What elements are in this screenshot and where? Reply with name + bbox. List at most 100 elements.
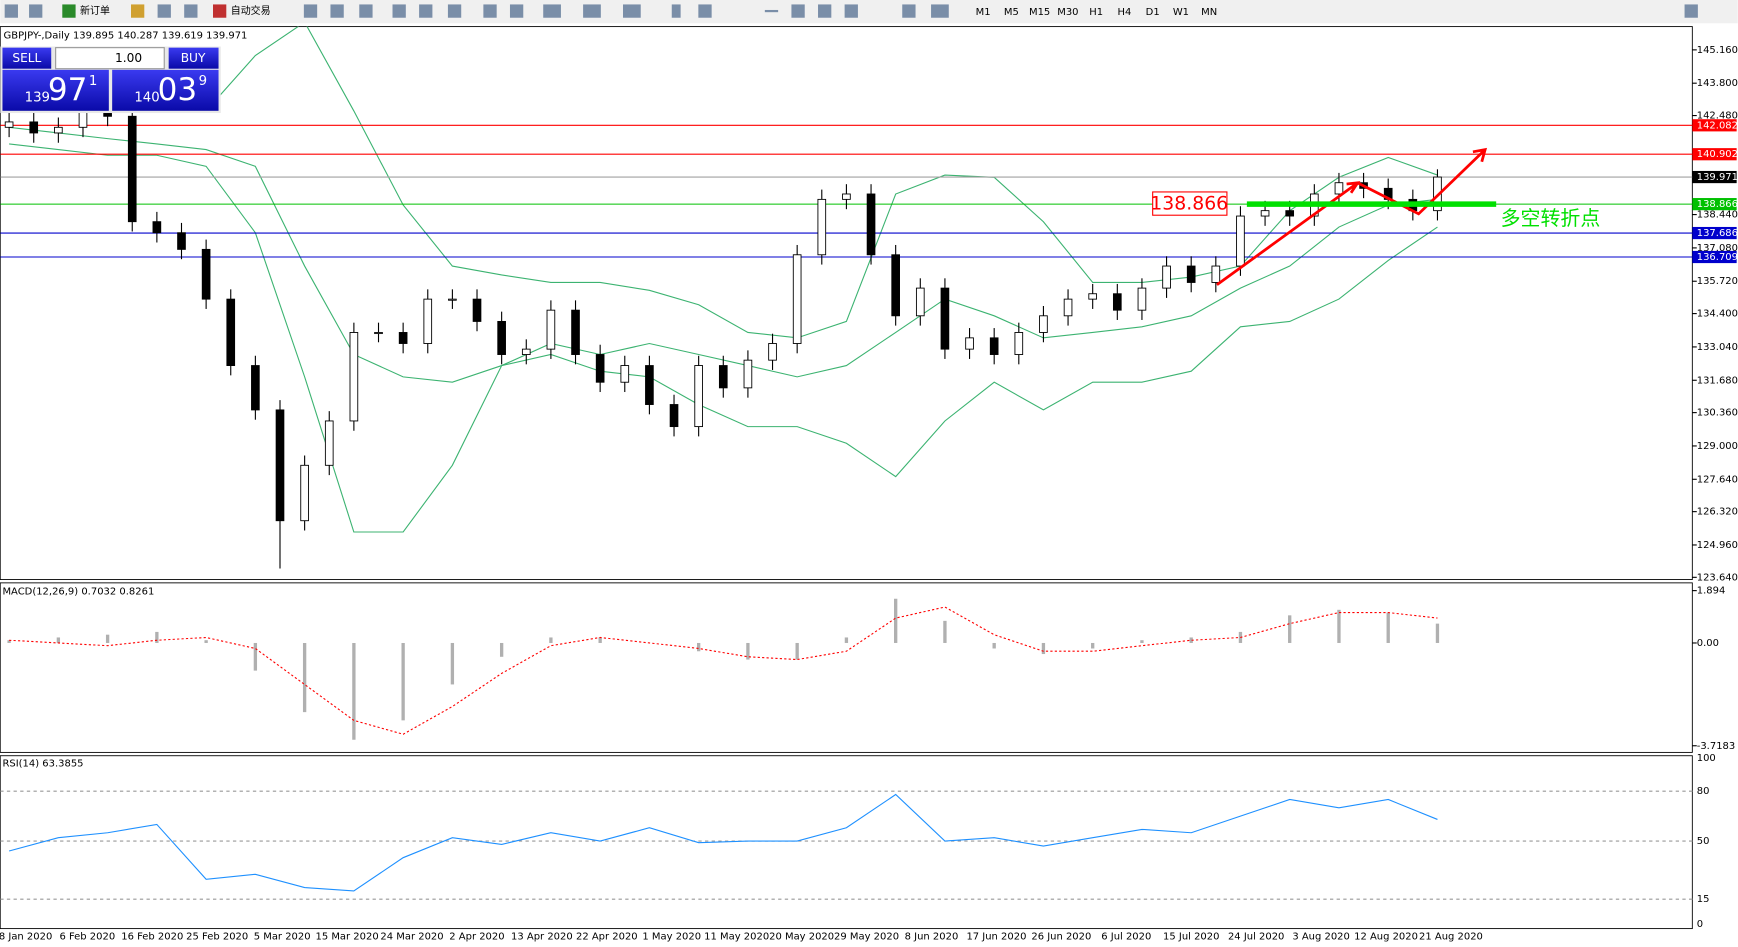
candle-body [1285, 210, 1295, 217]
candle-body [940, 287, 950, 350]
auto-trading[interactable]: 自动交易 [231, 4, 271, 17]
y-tick-label: 134.400 [1697, 309, 1738, 320]
y-tick-label: 124.960 [1697, 540, 1738, 551]
rsi-tick-label: 15 [1697, 894, 1710, 905]
x-tick-label: 3 Aug 2020 [1292, 931, 1350, 942]
bid-box[interactable] [2, 69, 109, 111]
candle-body [472, 298, 482, 322]
x-tick-label: 1 May 2020 [642, 931, 701, 942]
candle-body [694, 365, 703, 428]
toolbar [0, 0, 1738, 24]
candle-body [1088, 293, 1098, 300]
level-label: 137.686 [1697, 228, 1738, 239]
candle-body [1137, 287, 1147, 311]
rsi-label: RSI(14) [2, 758, 39, 769]
timeframe[interactable]: H1 [1089, 7, 1103, 18]
lot-field[interactable] [55, 47, 165, 70]
candle-body [1236, 215, 1245, 267]
buy-button[interactable] [168, 47, 219, 69]
macd-tick-label: -3.7183 [1697, 741, 1735, 752]
candle-body [1260, 210, 1270, 217]
candle-body [866, 193, 876, 256]
x-tick-label: 17 Jun 2020 [966, 931, 1026, 942]
x-tick-label: 22 Apr 2020 [576, 931, 638, 942]
y-tick-label: 123.640 [1697, 572, 1738, 583]
candle-body [423, 298, 433, 344]
bid-big: 139 [25, 91, 50, 106]
y-tick-label: 133.040 [1697, 342, 1738, 353]
candle-body [177, 232, 186, 250]
candle-body [324, 420, 334, 466]
pivot-text: 多空转折点 [1501, 206, 1601, 230]
candle-body [546, 309, 556, 350]
timeframe[interactable]: M30 [1057, 7, 1078, 18]
timeframe[interactable]: M1 [976, 7, 991, 18]
candle-body [817, 198, 827, 256]
x-tick-label: 28 Jan 2020 [0, 931, 52, 942]
level-box [1692, 226, 1737, 240]
x-tick-label: 24 Mar 2020 [380, 931, 443, 942]
ask-box[interactable] [112, 69, 219, 111]
candle-body [398, 332, 408, 344]
y-tick-label: 135.720 [1697, 276, 1738, 287]
y-tick-label: 142.480 [1697, 111, 1738, 122]
macd-pane [0, 582, 1693, 753]
buy-label[interactable]: BUY [181, 51, 206, 65]
rsi-tick-label: 100 [1697, 753, 1716, 764]
candle-body [374, 332, 383, 335]
candle-body [78, 110, 88, 128]
y-tick-label: 130.360 [1697, 408, 1738, 419]
timeframe[interactable]: M15 [1029, 7, 1050, 18]
candle-body [251, 365, 260, 411]
y-tick-label: 131.680 [1697, 375, 1738, 386]
timeframe[interactable]: H4 [1117, 7, 1131, 18]
macd-header: MACD(12,26,9) 0.7032 0.8261 [2, 587, 154, 598]
sell-label[interactable]: SELL [12, 51, 41, 65]
y-tick-label: 129.000 [1697, 441, 1738, 452]
candle-body [1186, 265, 1196, 283]
high: 140.287 [117, 30, 158, 41]
timeframe[interactable]: D1 [1146, 7, 1160, 18]
candle-body [891, 254, 900, 317]
candle-body [448, 298, 457, 301]
bollinger-upper [9, 26, 1438, 339]
symbol-header: GBPJPY-,Daily 139.895 140.287 139.619 13… [4, 30, 248, 41]
x-tick-label: 25 Feb 2020 [186, 931, 248, 942]
candle-body [1334, 182, 1344, 195]
candle-body [4, 121, 14, 128]
macd-value: 0.7032 [81, 587, 116, 598]
candle-body [1112, 293, 1122, 311]
timeframe[interactable]: W1 [1173, 7, 1189, 18]
level-label: 136.709 [1697, 252, 1738, 263]
x-tick-label: 21 Aug 2020 [1419, 931, 1483, 942]
level-box [1692, 148, 1737, 161]
macd-tick-label: 1.894 [1697, 586, 1726, 597]
x-tick-label: 20 May 2020 [769, 931, 834, 942]
lot[interactable]: 1.00 [115, 51, 142, 65]
candle-body [620, 365, 630, 383]
candle-body [915, 287, 925, 317]
level-label: 139.971 [1697, 172, 1738, 183]
timeframe[interactable]: MN [1201, 7, 1217, 18]
new-order[interactable]: 新订单 [80, 4, 110, 17]
x-tick-label: 16 Feb 2020 [121, 931, 183, 942]
candle-body [645, 365, 654, 405]
main-chart [0, 26, 1693, 569]
candle-body [349, 332, 359, 422]
low: 139.619 [162, 30, 203, 41]
x-tick-label: 6 Jul 2020 [1101, 931, 1151, 942]
x-tick-label: 6 Feb 2020 [59, 931, 115, 942]
sell-button[interactable] [2, 47, 52, 69]
x-tick-label: 11 May 2020 [704, 931, 769, 942]
open: 139.895 [73, 30, 114, 41]
main-pane [0, 26, 1693, 580]
y-tick-label: 126.320 [1697, 507, 1738, 518]
level-label: 140.902 [1697, 149, 1738, 160]
macd-label: MACD(12,26,9) [2, 587, 78, 598]
y-tick-label: 138.440 [1697, 210, 1738, 221]
candle-body [1014, 332, 1024, 355]
timeframe[interactable]: M5 [1004, 7, 1019, 18]
rsi-value: 63.3855 [42, 758, 83, 769]
